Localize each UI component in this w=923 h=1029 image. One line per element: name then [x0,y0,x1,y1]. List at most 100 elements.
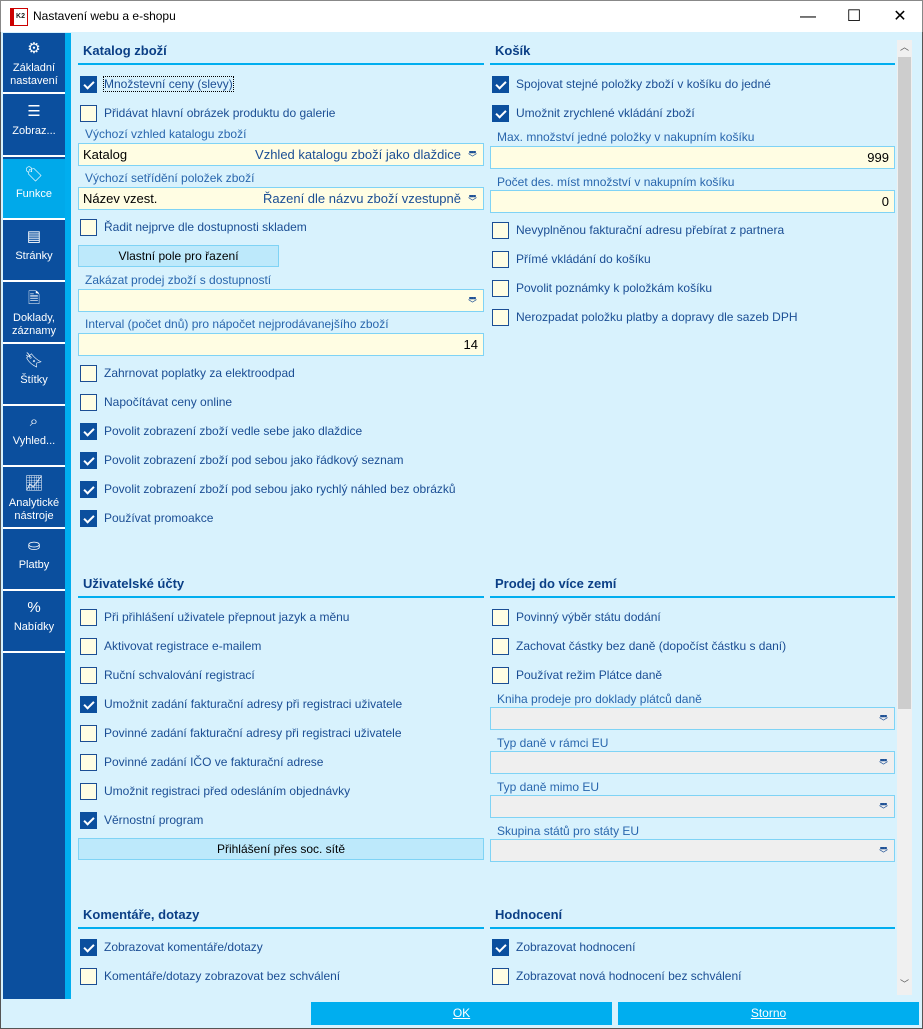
zakazat-select[interactable]: ▪▪▪ ﹀ [78,289,484,312]
checkbox-elektroodpad[interactable]: Zahrnovat poplatky za elektroodpad [80,363,295,383]
checkbox-castky-bez-dane[interactable]: Zachovat částky bez daně (dopočíst částk… [492,636,786,656]
checkbox[interactable] [80,938,97,956]
checkbox[interactable] [492,279,509,297]
checkbox[interactable] [80,753,97,771]
interval-input[interactable]: 14 [78,333,484,356]
scroll-down-icon[interactable]: ﹀ [899,979,909,989]
checkbox[interactable] [492,608,509,626]
checkbox-registrace-pred-odeslanim[interactable]: Umožnit registraci před odesláním objedn… [80,781,350,801]
dropdown-icon[interactable]: ▪▪▪ ﹀ [878,710,888,727]
checkbox-nerozpadat[interactable]: Nerozpadat položku platby a dopravy dle … [492,307,798,327]
checkbox-vyber-statu[interactable]: Povinný výběr státu dodání [492,607,661,627]
checkbox-vernostni-program[interactable]: Věrnostní program [80,810,203,830]
checkbox-platce-dane[interactable]: Používat režim Plátce daně [492,665,662,685]
checkbox[interactable] [492,250,509,268]
sidebar-item-zobrazeni[interactable]: ☰ Zobraz... [3,96,65,157]
checkbox-hodnoceni-bez-schvaleni[interactable]: Zobrazovat nová hodnocení bez schválení [492,966,741,986]
skupina-select[interactable]: ▪▪▪ ﹀ [490,839,895,862]
sidebar-item-vyhledavani[interactable]: ⌕ Vyhled... [3,406,65,467]
sidebar-item-platby[interactable]: ⛀ Platby [3,530,65,591]
checkbox-prepnout-jazyk[interactable]: Při přihlášení uživatele přepnout jazyk … [80,607,349,627]
checkbox[interactable] [492,104,509,122]
sidebar-item-stranky[interactable]: ▤ Stránky [3,221,65,282]
cancel-button[interactable]: Storno [618,1002,919,1025]
scroll-up-icon[interactable]: ︿ [899,42,909,52]
checkbox-komentare-bez-schvaleni[interactable]: Komentáře/dotazy zobrazovat bez schválen… [80,966,340,986]
checkbox[interactable] [80,509,97,527]
checkbox[interactable] [80,967,97,985]
checkbox[interactable] [80,104,97,122]
maximize-button[interactable]: ☐ [846,8,862,25]
dropdown-icon[interactable]: ▪▪▪ ﹀ [878,842,888,859]
vlastni-pole-button[interactable]: Vlastní pole pro řazení [78,245,279,267]
checkbox[interactable] [80,724,97,742]
checkbox[interactable] [492,221,509,239]
checkbox-povinne-ico[interactable]: Povinné zadání IČO ve fakturační adrese [80,752,323,772]
checkbox-povinne-fakturacni[interactable]: Povinné zadání fakturační adresy při reg… [80,723,402,743]
section-hodnoceni: Hodnocení [490,907,895,929]
checkbox-zobrazovat-komentare[interactable]: Zobrazovat komentáře/dotazy [80,937,263,957]
dropdown-icon[interactable]: ▪▪▪ ﹀ [878,754,888,771]
sidebar-item-funkce[interactable]: 🏷︎ Funkce [3,159,65,220]
checkbox[interactable] [492,75,509,93]
payment-icon: ⛀ [27,537,41,554]
checkbox-umoznit-fakturacni[interactable]: Umožnit zadání fakturační adresy při reg… [80,694,402,714]
dropdown-icon[interactable]: ▪▪▪ ﹀ [467,292,477,309]
checkbox[interactable] [492,967,509,985]
checkbox-mnozstevni-ceny[interactable]: Množstevní ceny (slevy) [80,74,234,94]
checkbox[interactable] [80,695,97,713]
sidebar-item-zakladni[interactable]: ⚙ Základní nastavení [3,33,65,94]
checkbox[interactable] [492,666,509,684]
checkbox-radit-dostupnost[interactable]: Řadit nejprve dle dostupnosti skladem [80,217,307,237]
close-button[interactable]: ✕ [893,8,907,25]
checkbox[interactable] [80,811,97,829]
checkbox[interactable] [492,308,509,326]
sidebar-item-stitky[interactable]: 🔖︎ Štítky [3,345,65,406]
checkbox[interactable] [492,637,509,655]
des-input[interactable]: 0 [490,190,895,213]
checkbox-radkovy-seznam[interactable]: Povolit zobrazení zboží pod sebou jako ř… [80,450,404,470]
max-input[interactable]: 999 [490,146,895,169]
sidebar-item-nabidky[interactable]: % Nabídky [3,592,65,653]
checkbox-fakturacni-adresa[interactable]: Nevyplněnou fakturační adresu přebírat z… [492,220,784,240]
checkbox[interactable] [80,608,97,626]
checkbox-promoakce[interactable]: Používat promoakce [80,508,213,528]
checkbox[interactable] [80,637,97,655]
checkbox-spojovat-polozky[interactable]: Spojovat stejné položky zboží v košíku d… [492,74,771,94]
checkbox-dlazdice[interactable]: Povolit zobrazení zboží vedle sebe jako … [80,421,362,441]
social-login-button[interactable]: Přihlášení přes soc. sítě [78,838,484,860]
checkbox-zobrazovat-hodnoceni[interactable]: Zobrazovat hodnocení [492,937,635,957]
checkbox[interactable] [80,480,97,498]
setrideni-select[interactable]: Název vzest. Řazení dle názvu zboží vzest… [78,187,484,210]
sidebar-item-doklady[interactable]: 🗎 Doklady, záznamy [3,283,65,344]
kniha-select[interactable]: ▪▪▪ ﹀ [490,707,895,730]
checkbox-rucni-schvalovani[interactable]: Ruční schvalování registrací [80,665,255,685]
vzhled-select[interactable]: Katalog Vzhled katalogu zboží jako dlaždi… [78,143,484,166]
checkbox[interactable] [492,938,509,956]
checkbox[interactable] [80,75,97,93]
checkbox[interactable] [80,218,97,236]
ok-button[interactable]: OK [311,1002,612,1025]
checkbox[interactable] [80,451,97,469]
checkbox-poznamky[interactable]: Povolit poznámky k položkám košíku [492,278,712,298]
bookmark-icon: 🔖︎ [24,352,44,369]
checkbox-hlavni-obrazek[interactable]: Přidávat hlavní obrázek produktu do gale… [80,103,335,123]
dropdown-icon[interactable]: ▪▪▪ ﹀ [467,146,477,163]
checkbox-zrychlene-vkladani[interactable]: Umožnit zrychlené vkládání zboží [492,103,695,123]
typ-eu-select[interactable]: ▪▪▪ ﹀ [490,751,895,774]
typ-mimo-select[interactable]: ▪▪▪ ﹀ [490,795,895,818]
sidebar-item-analyticke[interactable]: 📈︎ Analytické nástroje [3,468,65,529]
checkbox-prime-vkladani[interactable]: Přímé vkládání do košíku [492,249,651,269]
minimize-button[interactable]: — [800,8,816,25]
checkbox-registrace-email[interactable]: Aktivovat registrace e-mailem [80,636,261,656]
checkbox[interactable] [80,393,97,411]
scrollbar-thumb[interactable] [898,57,911,709]
checkbox[interactable] [80,364,97,382]
checkbox[interactable] [80,782,97,800]
checkbox-rychly-nahled[interactable]: Povolit zobrazení zboží pod sebou jako r… [80,479,456,499]
checkbox[interactable] [80,666,97,684]
checkbox-ceny-online[interactable]: Napočítávat ceny online [80,392,232,412]
dropdown-icon[interactable]: ▪▪▪ ﹀ [467,190,477,207]
dropdown-icon[interactable]: ▪▪▪ ﹀ [878,798,888,815]
checkbox[interactable] [80,422,97,440]
